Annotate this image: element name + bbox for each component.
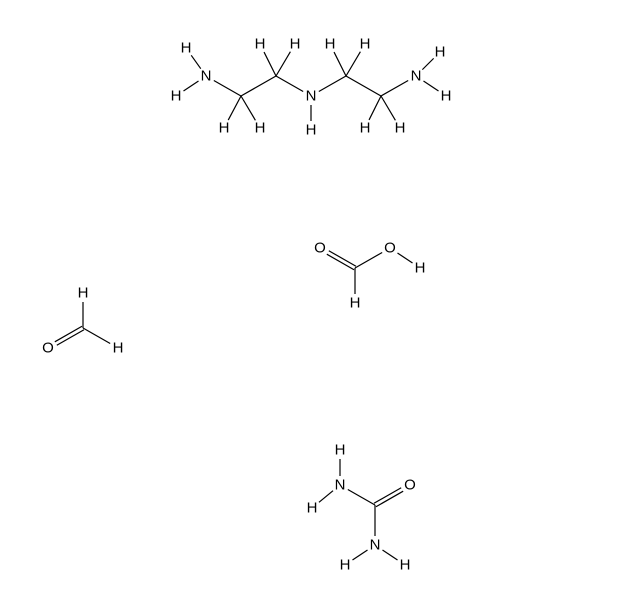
atom-label: H bbox=[400, 557, 411, 574]
atom-label: O bbox=[404, 477, 416, 494]
atom-label: H bbox=[181, 40, 192, 57]
atom-label: H bbox=[306, 122, 317, 139]
atom-label: H bbox=[335, 442, 346, 459]
chemical-structure-diagram: NHHHHHHNHHHHHNHHOOHHOHHNHHONHH bbox=[0, 0, 639, 616]
atom-label: H bbox=[255, 120, 266, 137]
atom-label: H bbox=[441, 88, 452, 105]
atom-label: H bbox=[219, 120, 230, 137]
atom-label: O bbox=[384, 240, 396, 257]
atom-label: H bbox=[325, 36, 336, 53]
atom-label: H bbox=[307, 500, 318, 517]
atom-label: N bbox=[201, 68, 212, 85]
atom-label: N bbox=[306, 88, 317, 105]
atom-label: O bbox=[314, 240, 326, 257]
atom-label: H bbox=[350, 295, 361, 312]
atom-label: H bbox=[113, 340, 124, 357]
atom-label: H bbox=[435, 44, 446, 61]
atom-label: H bbox=[395, 120, 406, 137]
atom-label: N bbox=[370, 537, 381, 554]
atom-label: H bbox=[255, 36, 266, 53]
atom-label: N bbox=[335, 477, 346, 494]
atom-label: H bbox=[171, 88, 182, 105]
atom-label: N bbox=[411, 68, 422, 85]
atom-label: H bbox=[415, 260, 426, 277]
atom-label: H bbox=[340, 557, 351, 574]
atom-label: H bbox=[360, 120, 371, 137]
atom-label: O bbox=[42, 340, 54, 357]
atom-label: H bbox=[360, 36, 371, 53]
atom-label: H bbox=[290, 36, 301, 53]
atom-label: H bbox=[78, 285, 89, 302]
